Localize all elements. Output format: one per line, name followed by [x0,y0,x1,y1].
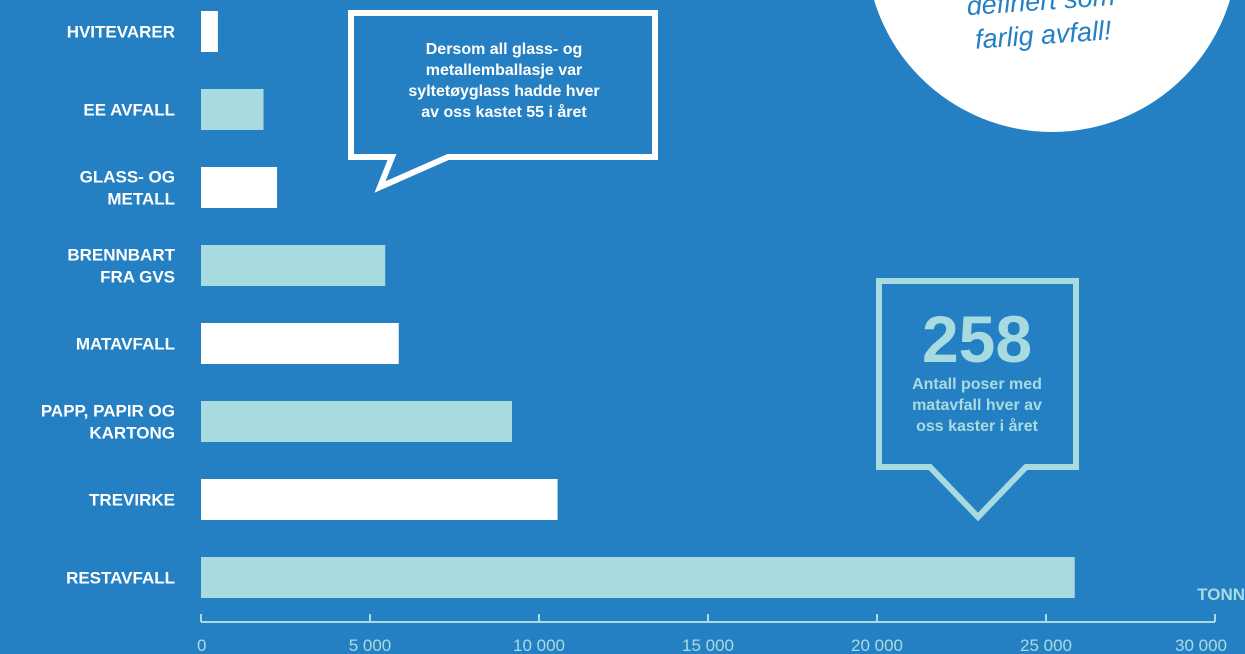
glass-callout-bubble [348,10,658,193]
x-axis-unit-label: TONN [1197,585,1245,604]
x-tick-label-0: 0 [197,636,206,654]
bar-7 [201,557,1075,598]
bar-2 [201,167,278,208]
category-label-2: GLASS- OG METALL [80,168,175,209]
x-tick-label-3: 15 000 [682,636,734,654]
x-tick-label-5: 25 000 [1020,636,1072,654]
category-label-0: HVITEVARER [67,23,175,42]
bar-3 [201,245,386,286]
bar-4 [201,323,399,364]
category-labels: HVITEVARER EE AVFALL GLASS- OG METALL BRENNB… [41,23,176,588]
food-bags-callout-bubble [876,278,1079,522]
food-bags-callout-text: Antall poser med matavfall hver av oss k… [912,376,1042,435]
category-label-1: EE AVFALL [83,101,175,120]
category-label-5: PAPP, PAPIR OG KARTONG [41,402,175,443]
food-bags-number: 258 [921,302,1033,376]
x-tick-label-6: 30 000 [1175,636,1227,654]
x-axis: 0 5 000 10 000 15 000 20 000 25 000 30 000 TONN [197,585,1245,654]
x-tick-label-4: 20 000 [851,636,903,654]
category-label-3: BRENNBART FRA GVS [67,246,175,287]
bars [201,11,1075,598]
glass-callout-text: Dersom all glass- og metallemballasje va… [408,41,600,121]
category-label-7: RESTAVFALL [66,569,175,588]
bar-0 [201,11,218,52]
bar-5 [201,401,512,442]
bar-6 [201,479,558,520]
x-tick-label-2: 10 000 [513,636,565,654]
category-label-6: TREVIRKE [89,491,175,510]
x-tick-label-1: 5 000 [349,636,392,654]
bar-1 [201,89,264,130]
category-label-4: MATAVFALL [76,335,175,354]
